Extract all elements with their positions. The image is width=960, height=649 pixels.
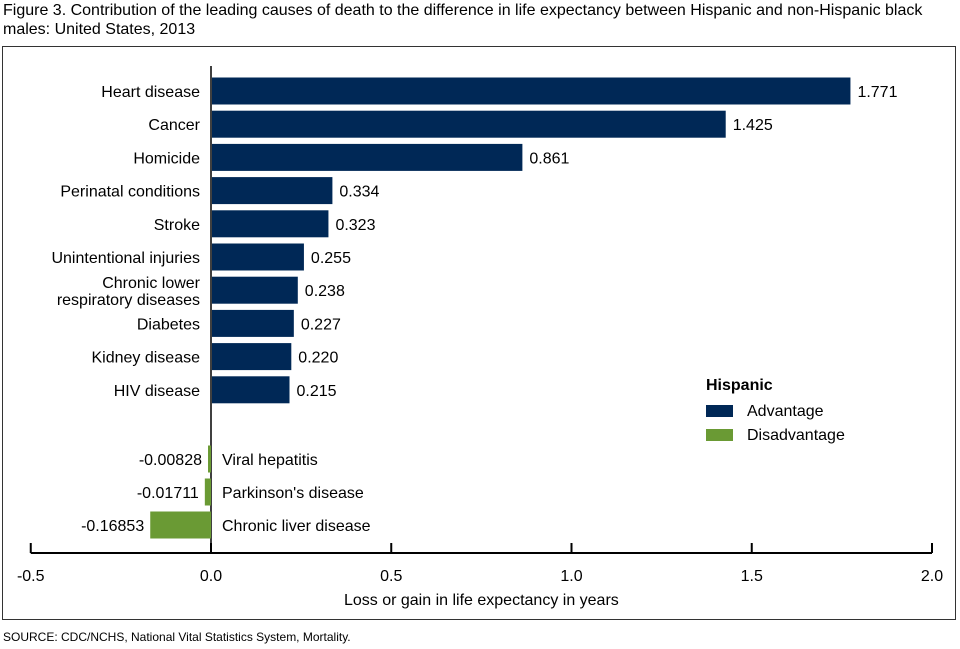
category-label: Parkinson's disease bbox=[222, 485, 364, 502]
x-tick-label: 1.0 bbox=[560, 568, 582, 585]
bar bbox=[212, 143, 523, 171]
category-label: Unintentional injuries bbox=[51, 250, 200, 267]
category-label: Diabetes bbox=[137, 316, 200, 333]
value-label: 0.334 bbox=[339, 184, 379, 201]
bar bbox=[212, 376, 290, 404]
x-tick-label: -0.5 bbox=[17, 568, 45, 585]
value-label: 0.220 bbox=[298, 350, 338, 367]
x-tick-label: 0.0 bbox=[200, 568, 222, 585]
bar bbox=[212, 343, 292, 371]
bar bbox=[212, 210, 329, 238]
value-label: 0.215 bbox=[297, 383, 337, 400]
legend-swatch bbox=[706, 429, 733, 441]
value-label: 0.323 bbox=[335, 217, 375, 234]
x-tick-label: 2.0 bbox=[921, 568, 943, 585]
value-label: 0.227 bbox=[301, 316, 341, 333]
value-label: 0.238 bbox=[305, 283, 345, 300]
bar bbox=[212, 276, 298, 304]
category-label: Heart disease bbox=[101, 84, 200, 101]
category-label: Kidney disease bbox=[91, 350, 200, 367]
bar bbox=[208, 445, 211, 473]
x-tick-label: 1.5 bbox=[741, 568, 763, 585]
value-label: 0.861 bbox=[529, 150, 569, 167]
category-label: Chronic lower respiratory diseases bbox=[57, 275, 201, 309]
legend-label: Disadvantage bbox=[747, 427, 845, 444]
chart-frame bbox=[2, 46, 956, 620]
category-label: Stroke bbox=[154, 217, 200, 234]
bar bbox=[204, 478, 211, 506]
legend-swatch bbox=[706, 405, 733, 417]
value-label: -0.01711 bbox=[137, 485, 199, 502]
bar bbox=[212, 243, 304, 271]
category-label: Perinatal conditions bbox=[60, 184, 200, 201]
category-label: Homicide bbox=[133, 150, 200, 167]
value-label: 1.771 bbox=[857, 84, 897, 101]
figure-title: Figure 3. Contribution of the leading ca… bbox=[3, 2, 923, 38]
value-label: -0.00828 bbox=[139, 452, 202, 469]
category-label: Viral hepatitis bbox=[222, 452, 318, 469]
legend-label: Advantage bbox=[747, 403, 824, 420]
value-label: 1.425 bbox=[733, 117, 773, 134]
x-axis-label: Loss or gain in life expectancy in years bbox=[344, 592, 619, 609]
category-label: HIV disease bbox=[114, 383, 200, 400]
category-label: Chronic liver disease bbox=[222, 518, 371, 535]
category-label: Cancer bbox=[148, 117, 200, 134]
legend-title: Hispanic bbox=[706, 377, 773, 394]
bar bbox=[212, 77, 851, 105]
value-label: 0.255 bbox=[311, 250, 351, 267]
bar bbox=[212, 177, 333, 205]
x-tick-label: 0.5 bbox=[380, 568, 402, 585]
bar bbox=[150, 511, 211, 539]
value-label: -0.16853 bbox=[81, 518, 144, 535]
bar bbox=[212, 309, 294, 337]
bar bbox=[212, 110, 726, 138]
source-note: SOURCE: CDC/NCHS, National Vital Statist… bbox=[3, 630, 351, 644]
